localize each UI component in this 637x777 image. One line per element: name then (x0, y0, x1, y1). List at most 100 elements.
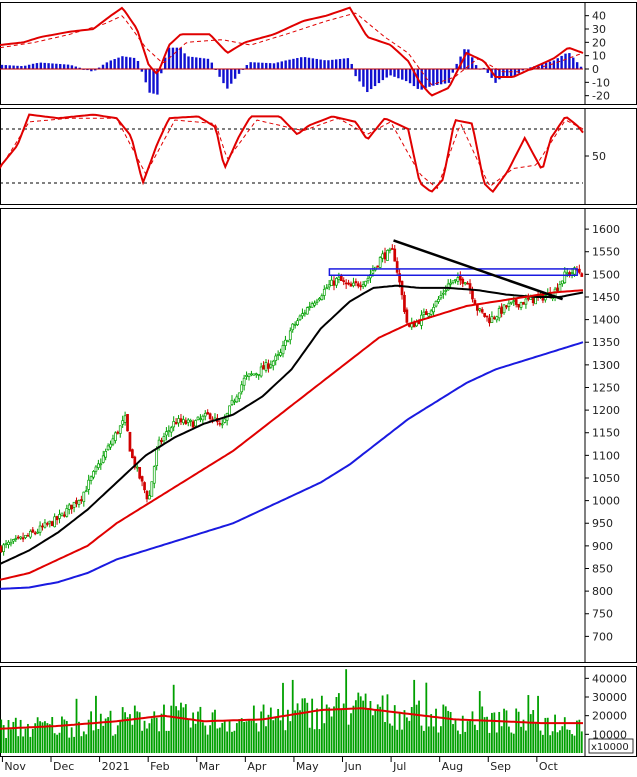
macd-histogram-bar (160, 69, 163, 74)
volume-bar (320, 695, 323, 753)
macd-histogram-bar (334, 59, 338, 69)
volume-bar (512, 733, 515, 753)
volume-bar (435, 708, 437, 753)
volume-bar (301, 698, 304, 753)
candle-body (561, 280, 564, 285)
x-tick-label: May (296, 760, 319, 773)
volume-bar (578, 719, 581, 753)
volume-bar (250, 720, 253, 753)
volume-bar (131, 724, 134, 753)
volume-bar (0, 719, 3, 753)
candle-body (208, 413, 212, 419)
macd-histogram-bar (8, 65, 11, 69)
volume-bar (231, 731, 233, 753)
candle-body (43, 522, 47, 528)
volume-bar (282, 682, 284, 753)
moving-average-2 (0, 341, 584, 590)
volume-bar (187, 719, 190, 753)
volume-bar (243, 721, 246, 753)
macd-histogram-bar (202, 58, 206, 69)
volume-bar (422, 730, 425, 753)
volume-bar (36, 717, 39, 753)
candle-body (568, 272, 571, 276)
candle-body (264, 362, 268, 371)
volume-bar (466, 721, 469, 753)
y-tick-label: 1400 (592, 314, 620, 327)
volume-bar (515, 708, 518, 753)
candle-body (104, 451, 108, 458)
volume-bar (136, 711, 139, 753)
volume-bar (330, 716, 333, 753)
macd-histogram-bar (572, 57, 575, 69)
volume-bar (257, 731, 260, 753)
candle-body (101, 455, 105, 463)
volume-bar (544, 717, 547, 753)
candle-body (235, 396, 239, 403)
volume-bar (311, 698, 314, 753)
candle-body (458, 275, 462, 281)
macd-histogram-bar (4, 65, 8, 69)
candle-body (466, 282, 469, 285)
volume-bar (464, 731, 467, 753)
volume-bar (469, 720, 471, 753)
macd-histogram-bar (117, 57, 120, 69)
volume-bar (289, 721, 292, 753)
candle-body (291, 323, 295, 331)
macd-histogram-bar (498, 69, 501, 80)
candle-body (247, 373, 251, 377)
candle-body (315, 300, 319, 303)
volume-bar (223, 720, 226, 753)
moving-average-1 (0, 289, 584, 581)
macd-histogram-bar (94, 69, 97, 71)
volume-bar (508, 726, 510, 753)
macd-histogram-bar (509, 69, 513, 78)
candle-body (335, 278, 338, 286)
y-tick-label: 40000 (592, 672, 627, 685)
candle-body (143, 482, 146, 491)
candle-body (480, 309, 484, 313)
macd-histogram-bar (342, 58, 346, 69)
volume-bar (255, 723, 258, 753)
volume-bar (248, 719, 250, 753)
candle-body (451, 280, 455, 284)
y-tick-label: 1600 (592, 223, 620, 236)
macd-histogram-bar (428, 69, 431, 87)
volume-bar (209, 725, 212, 753)
macd-histogram-bar (307, 57, 311, 69)
candle-body (313, 302, 316, 306)
volume-bar (70, 727, 73, 753)
candle-body (16, 536, 20, 539)
candle-body (123, 415, 127, 423)
candle-body (405, 309, 409, 323)
volume-bar (323, 723, 326, 753)
macd-histogram-bar (350, 63, 353, 69)
volume-bar (345, 669, 348, 753)
candle-body (55, 516, 59, 521)
macd-histogram-bar (385, 69, 388, 78)
candle-body (485, 315, 489, 318)
volume-bar (107, 717, 109, 753)
macd-histogram-bar (338, 58, 342, 69)
volume-bar (561, 726, 564, 753)
candle-body (412, 322, 416, 328)
macd-histogram-bar (195, 57, 198, 69)
macd-histogram-bar (424, 69, 427, 89)
macd-histogram-bar (482, 67, 486, 69)
volume-bar (56, 734, 58, 753)
candle-body (488, 317, 491, 324)
y-tick-label: 1250 (592, 381, 620, 394)
y-tick-label: 1150 (592, 427, 620, 440)
volume-bar (116, 725, 119, 753)
y-tick-label: 30 (592, 23, 606, 36)
macd-histogram-bar (474, 65, 478, 69)
candle-body (395, 261, 399, 273)
volume-bar (158, 731, 161, 753)
candle-body (116, 431, 120, 434)
macd-histogram-bar (513, 69, 517, 77)
candle-body (359, 285, 363, 288)
volume-bar (114, 734, 117, 753)
candle-body (439, 295, 443, 299)
volume-bar (34, 723, 37, 753)
macd-histogram-bar (39, 62, 43, 69)
candle-body (403, 294, 406, 312)
